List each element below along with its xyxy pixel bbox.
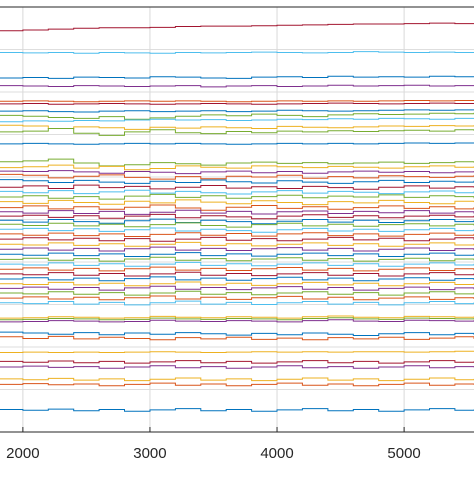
x-tick-label: 3000 — [133, 445, 166, 462]
series-line — [0, 142, 474, 145]
series-line — [0, 271, 474, 277]
series-line — [0, 295, 474, 301]
series-line — [0, 252, 474, 257]
series-line — [0, 335, 474, 341]
series-line — [0, 350, 474, 353]
series-line — [0, 256, 474, 262]
series-line — [0, 241, 474, 247]
series-line — [0, 290, 474, 296]
series-line — [0, 112, 474, 120]
series-line — [0, 164, 474, 171]
series-line — [0, 204, 474, 211]
series-line — [0, 261, 474, 267]
series-line — [0, 365, 474, 369]
series-line — [0, 173, 474, 180]
x-tick-label: 2000 — [6, 445, 39, 462]
series-line — [0, 360, 474, 364]
series-line — [0, 300, 474, 306]
series-line — [0, 266, 474, 272]
series-line — [0, 128, 474, 136]
series-line — [0, 408, 474, 412]
series-line — [0, 117, 474, 123]
series-line — [0, 218, 474, 225]
series-line — [0, 331, 474, 336]
series-line — [0, 124, 474, 130]
series-line — [0, 179, 474, 184]
series-line — [0, 189, 474, 195]
series-line — [0, 51, 474, 54]
series-line — [0, 209, 474, 215]
x-tick-label: 4000 — [260, 445, 293, 462]
series-line — [0, 170, 474, 175]
x-tick-label: 5000 — [387, 445, 420, 462]
series-line — [0, 84, 474, 88]
series-line — [0, 102, 474, 105]
series-line — [0, 75, 474, 79]
series-line — [0, 315, 474, 319]
series-line — [0, 246, 474, 252]
series-line — [0, 109, 474, 113]
series-line — [0, 222, 474, 228]
series-line — [0, 22, 474, 32]
series-line — [0, 100, 474, 103]
series-line — [0, 213, 474, 220]
axes-layer — [0, 6, 474, 433]
series-line — [0, 232, 474, 237]
series-line — [0, 317, 474, 321]
series-line — [0, 285, 474, 291]
series-line — [0, 193, 474, 200]
tick-label-layer: 2000 3000 4000 5000 — [6, 445, 421, 462]
series-line — [0, 281, 474, 287]
series-line — [0, 319, 474, 323]
series-line — [0, 227, 474, 233]
series-line — [0, 199, 474, 206]
series-line — [0, 236, 474, 242]
series-line — [0, 158, 474, 167]
series-line — [0, 276, 474, 282]
series-line — [0, 377, 474, 382]
series-line — [0, 184, 474, 190]
series-layer — [0, 22, 474, 412]
series-line — [0, 382, 474, 387]
